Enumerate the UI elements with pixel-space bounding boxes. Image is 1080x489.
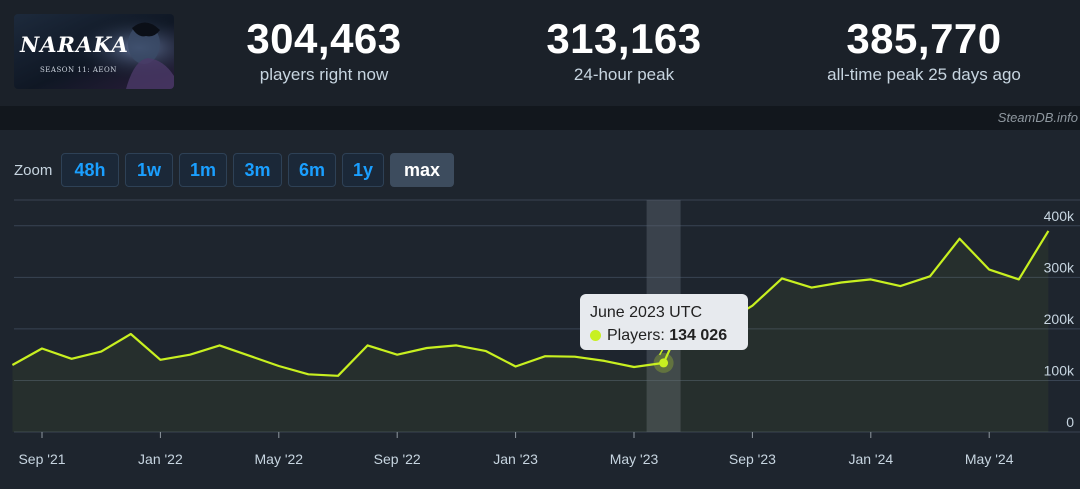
x-tick-label: Jan '24 — [848, 451, 893, 467]
chart-tooltip: June 2023 UTC Players: 134 026 — [580, 294, 748, 350]
tooltip-row: Players: 134 026 — [590, 325, 748, 347]
series-area — [12, 230, 1049, 432]
tooltip-value: 134 026 — [669, 327, 728, 344]
stat-24h-peak: 313,163 24-hour peak — [494, 16, 754, 86]
game-logo-art — [14, 14, 174, 89]
player-count-chart[interactable]: Sep '21 Jan '22 May '22 Sep '22 Jan '23 May '… — [0, 190, 1080, 489]
x-tick-label: May '22 — [255, 451, 304, 467]
zoom-max-button[interactable]: max — [390, 153, 454, 187]
credit-bar: SteamDB.info — [0, 106, 1080, 130]
data-point — [659, 358, 669, 368]
all-time-peak-label: all-time peak 25 days ago — [827, 65, 1021, 84]
y-tick-label: 0 — [1066, 414, 1074, 430]
x-tick-label: May '23 — [610, 451, 659, 467]
zoom-label: Zoom — [14, 162, 53, 179]
x-tick-label: May '24 — [965, 451, 1014, 467]
x-tick-label: Sep '21 — [18, 451, 65, 467]
current-players-value: 304,463 — [246, 15, 402, 62]
y-tick-label: 300k — [1044, 259, 1075, 275]
y-tick-label: 400k — [1044, 208, 1075, 224]
game-logo-subtitle: SEASON 11: AEON — [40, 66, 117, 74]
zoom-6m-button[interactable]: 6m — [288, 153, 336, 187]
current-players-label: players right now — [259, 65, 389, 84]
series-line — [11, 230, 1050, 377]
game-logo-title: NARAKA — [20, 32, 129, 57]
x-tick-label: Sep '23 — [729, 451, 776, 467]
x-tick-label: Sep '22 — [374, 451, 421, 467]
zoom-48h-button[interactable]: 48h — [61, 153, 119, 187]
tooltip-title: June 2023 UTC — [590, 304, 703, 321]
all-time-peak-value: 385,770 — [846, 15, 1002, 62]
chart-panel — [0, 130, 1080, 489]
x-tick-label: Jan '22 — [138, 451, 183, 467]
stats-header: NARAKA SEASON 11: AEON 304,463 players r… — [0, 0, 1080, 106]
zoom-3m-button[interactable]: 3m — [233, 153, 282, 187]
y-tick-label: 100k — [1044, 362, 1075, 378]
data-point-halo — [653, 352, 674, 373]
stat-all-time-peak: 385,770 all-time peak 25 days ago — [794, 16, 1054, 86]
series-dot-icon — [590, 330, 601, 341]
x-tick-label: Jan '23 — [493, 451, 538, 467]
steamdb-credit: SteamDB.info — [997, 110, 1078, 125]
zoom-1m-button[interactable]: 1m — [179, 153, 227, 187]
zoom-1w-button[interactable]: 1w — [125, 153, 173, 187]
game-logo: NARAKA SEASON 11: AEON — [14, 14, 174, 89]
stat-current-players: 304,463 players right now — [194, 16, 454, 86]
zoom-1y-button[interactable]: 1y — [342, 153, 384, 187]
y-tick-label: 200k — [1044, 311, 1075, 327]
peak-24h-value: 313,163 — [546, 15, 702, 62]
peak-24h-label: 24-hour peak — [573, 65, 675, 84]
tooltip-series-label: Players: — [607, 327, 665, 344]
